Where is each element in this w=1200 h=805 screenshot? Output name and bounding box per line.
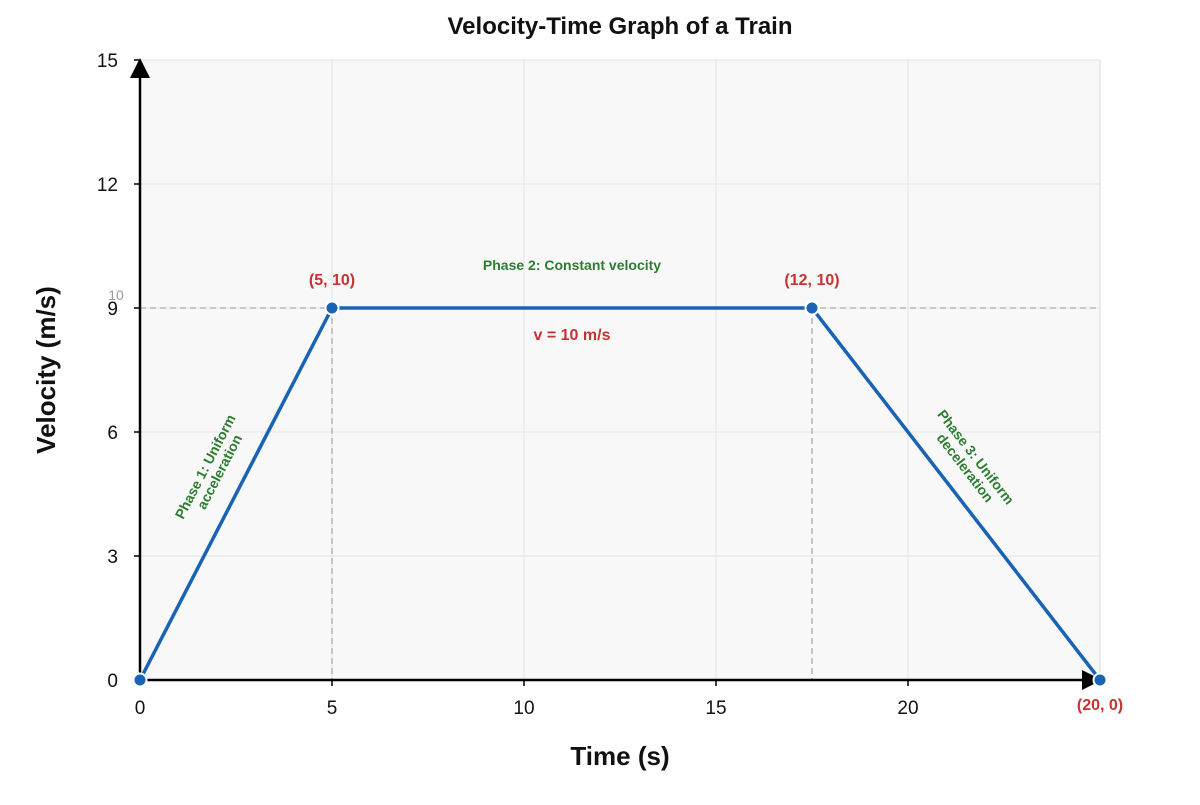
point-label: (5, 10) <box>309 272 355 289</box>
chart-title: Velocity-Time Graph of a Train <box>448 13 793 40</box>
point-label: (12, 10) <box>784 272 839 289</box>
data-point <box>324 300 340 316</box>
y-tick-label: 15 <box>97 51 118 72</box>
reference-line-label: 10 <box>108 287 124 303</box>
x-tick-label: 10 <box>513 698 534 719</box>
x-tick-label: 15 <box>705 698 726 719</box>
x-tick-label: 20 <box>897 698 918 719</box>
phase-2-annotation: Phase 2: Constant velocity <box>483 257 661 273</box>
y-tick-label: 0 <box>107 671 118 692</box>
y-tick-label: 9 <box>107 299 118 320</box>
series-group <box>132 300 1108 688</box>
velocity-annotation: v = 10 m/s <box>534 327 611 344</box>
y-tick-label: 3 <box>107 547 118 568</box>
x-tick-label: 0 <box>135 698 146 719</box>
y-axis-title: Velocity (m/s) <box>31 286 61 454</box>
data-point <box>132 672 148 688</box>
data-point <box>1092 672 1108 688</box>
point-label: (20, 0) <box>1077 697 1123 714</box>
x-axis-title: Time (s) <box>570 741 669 771</box>
velocity-series-line <box>138 306 1102 682</box>
y-tick-label: 12 <box>97 175 118 196</box>
plot-area <box>139 59 1101 681</box>
y-axis-ticks: 0 3 6 9 12 15 <box>97 51 140 692</box>
data-point <box>804 300 820 316</box>
y-tick-label: 6 <box>107 423 118 444</box>
x-tick-label: 5 <box>327 698 338 719</box>
x-axis-ticks: 0 5 10 15 20 <box>135 680 919 719</box>
point-labels: (5, 10) (12, 10) (20, 0) <box>309 272 1123 714</box>
